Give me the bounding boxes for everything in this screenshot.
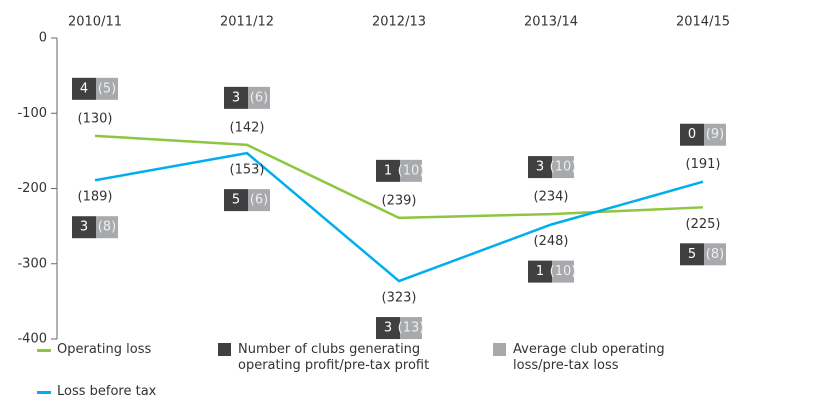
avg-label: (6) [250,193,268,208]
clubs-box [528,156,552,179]
clubs-box [376,317,400,340]
avg-box [552,156,574,179]
avg-box [704,123,726,146]
legend-swatch [37,391,51,394]
clubs-box [528,260,552,283]
clubs-box [224,189,248,212]
avg-box [96,216,118,239]
clubs-label: 1 [384,163,392,178]
y-tick-label: 0 [39,31,47,46]
clubs-label: 3 [536,160,544,175]
avg-box [248,86,270,109]
value-label: (153) [230,163,265,178]
value-label: (142) [230,120,265,135]
legend-label: Average club operating loss/pre-tax loss [513,342,665,373]
value-label: (248) [534,234,569,249]
clubs-box [72,216,96,239]
x-tick-label: 2011/12 [220,15,274,30]
y-tick-label: -400 [17,332,47,346]
value-label: (225) [686,217,721,232]
avg-label: (5) [98,81,116,96]
avg-label: (9) [706,127,724,142]
clubs-label: 5 [688,247,696,262]
x-tick-label: 2010/11 [68,15,122,30]
avg-box [400,317,422,340]
value-label: (189) [78,190,113,205]
clubs-box [72,77,96,100]
legend-swatch [493,343,506,356]
clubs-box [680,123,704,146]
legend-label: Operating loss [57,342,152,357]
legend-swatch [218,343,231,356]
avg-box [704,243,726,266]
clubs-label: 1 [536,264,544,279]
x-tick-label: 2014/15 [676,15,730,30]
avg-box [248,189,270,212]
avg-box [96,77,118,100]
avg-box [400,159,422,182]
clubs-label: 4 [80,81,88,96]
clubs-label: 3 [80,220,88,235]
clubs-label: 5 [232,193,240,208]
clubs-box [376,159,400,182]
avg-label: (13) [398,321,425,336]
avg-label: (6) [250,90,268,105]
avg-label: (10) [550,160,577,175]
value-label: (130) [78,111,113,126]
legend-swatch [37,349,51,352]
avg-label: (8) [98,220,116,235]
x-tick-label: 2012/13 [372,15,426,30]
avg-label: (10) [550,264,577,279]
clubs-label: 0 [688,127,696,142]
value-label: (234) [534,190,569,205]
avg-box [552,260,574,283]
y-tick-label: -200 [17,181,47,196]
value-label: (239) [382,193,417,208]
x-tick-label: 2013/14 [524,15,578,30]
avg-label: (10) [398,163,425,178]
avg-label: (8) [706,247,724,262]
clubs-box [680,243,704,266]
value-label: (191) [686,157,721,172]
y-tick-label: -100 [17,106,47,121]
value-label: (323) [382,291,417,306]
line [94,151,704,283]
y-tick-label: -300 [17,256,47,271]
legend-label: Loss before tax [57,384,157,399]
legend-label: Number of clubs generating operating pro… [238,342,430,373]
clubs-box [224,86,248,109]
line [94,134,704,220]
clubs-label: 3 [232,90,240,105]
clubs-label: 3 [384,321,392,336]
plot: 0 -100 -200 -300 -400 2010/11 2011/12 2012/13 20… [17,15,730,347]
